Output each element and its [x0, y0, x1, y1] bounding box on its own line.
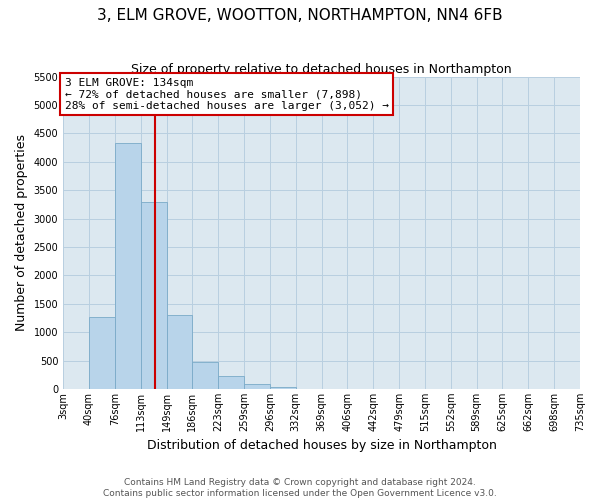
Bar — [115, 143, 140, 389]
Bar — [193, 362, 218, 389]
Text: 3 ELM GROVE: 134sqm
← 72% of detached houses are smaller (7,898)
28% of semi-det: 3 ELM GROVE: 134sqm ← 72% of detached ho… — [65, 78, 389, 111]
Bar — [167, 315, 193, 389]
Text: 3, ELM GROVE, WOOTTON, NORTHAMPTON, NN4 6FB: 3, ELM GROVE, WOOTTON, NORTHAMPTON, NN4 … — [97, 8, 503, 22]
Bar — [89, 317, 115, 389]
Title: Size of property relative to detached houses in Northampton: Size of property relative to detached ho… — [131, 62, 512, 76]
Bar — [270, 386, 296, 389]
Text: Contains HM Land Registry data © Crown copyright and database right 2024.
Contai: Contains HM Land Registry data © Crown c… — [103, 478, 497, 498]
Bar — [244, 384, 270, 389]
X-axis label: Distribution of detached houses by size in Northampton: Distribution of detached houses by size … — [146, 440, 497, 452]
Y-axis label: Number of detached properties: Number of detached properties — [15, 134, 28, 332]
Bar — [140, 202, 167, 389]
Bar — [218, 376, 244, 389]
